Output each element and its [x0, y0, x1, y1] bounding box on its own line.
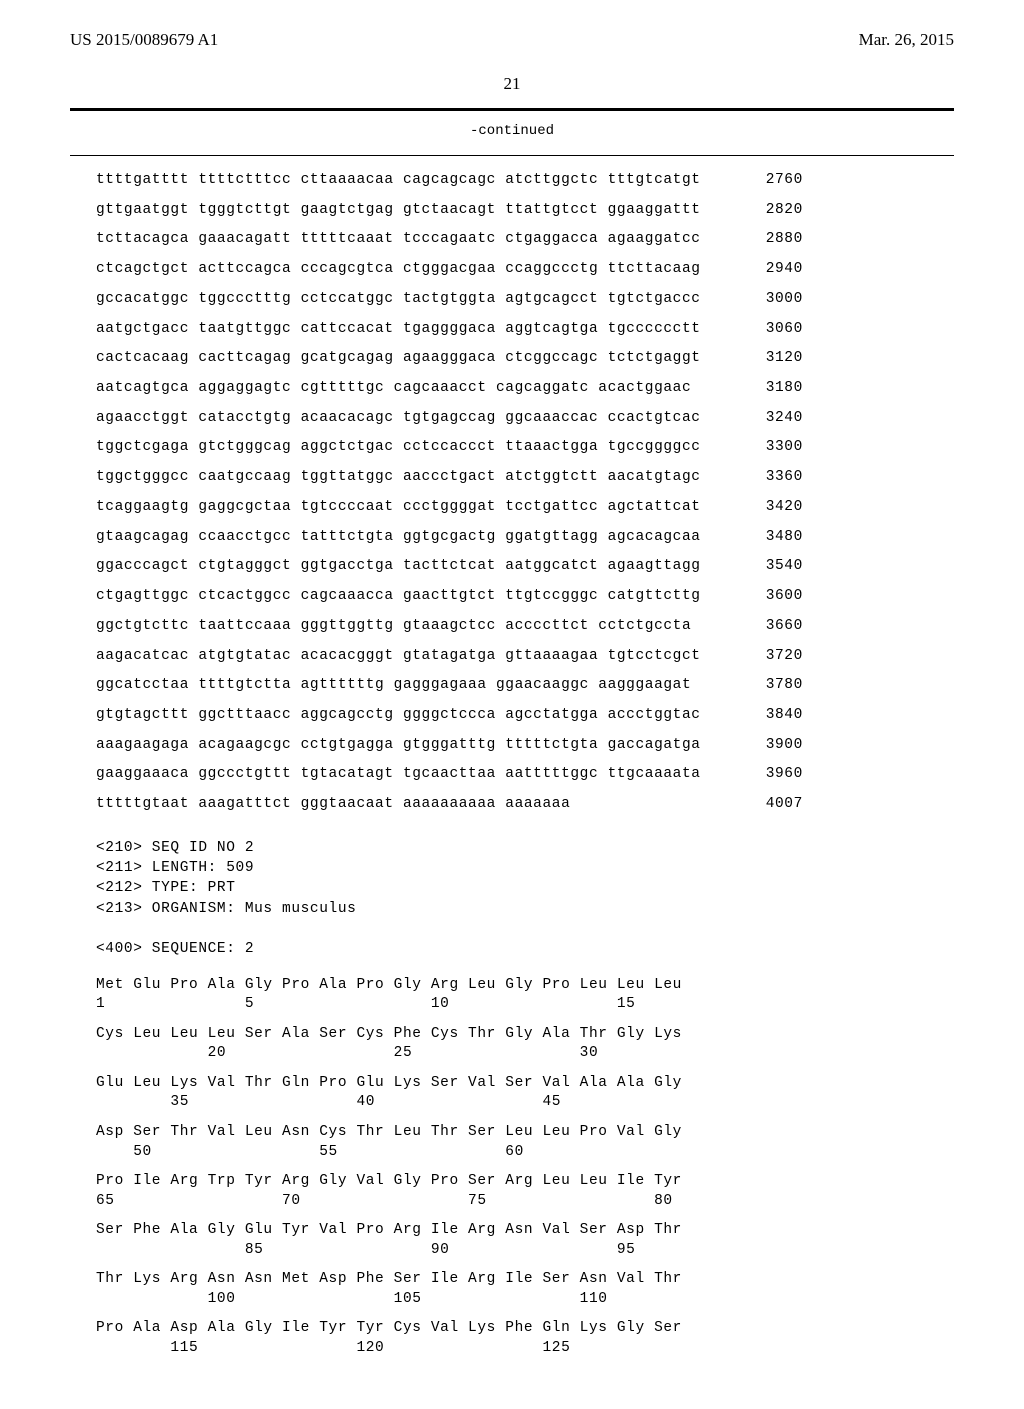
- protein-row: Ser Phe Ala Gly Glu Tyr Val Pro Arg Ile …: [96, 1221, 954, 1260]
- sequence-metadata: <210> SEQ ID NO 2 <211> LENGTH: 509 <212…: [96, 838, 954, 960]
- protein-row: Met Glu Pro Ala Gly Pro Ala Pro Gly Arg …: [96, 976, 954, 1015]
- protein-sequence-block: Met Glu Pro Ala Gly Pro Ala Pro Gly Arg …: [96, 976, 954, 1359]
- rule-top: [70, 108, 954, 111]
- protein-row: Pro Ala Asp Ala Gly Ile Tyr Tyr Cys Val …: [96, 1319, 954, 1358]
- dna-sequence-block: ttttgatttt ttttctttcc cttaaaacaa cagcagc…: [96, 166, 954, 820]
- protein-row: Asp Ser Thr Val Leu Asn Cys Thr Leu Thr …: [96, 1123, 954, 1162]
- protein-row: Cys Leu Leu Leu Ser Ala Ser Cys Phe Cys …: [96, 1025, 954, 1064]
- publication-date: Mar. 26, 2015: [859, 30, 954, 50]
- protein-row: Thr Lys Arg Asn Asn Met Asp Phe Ser Ile …: [96, 1270, 954, 1309]
- rule-under-continued: [70, 155, 954, 156]
- page-header: US 2015/0089679 A1 Mar. 26, 2015: [70, 30, 954, 50]
- page-container: US 2015/0089679 A1 Mar. 26, 2015 21 -con…: [0, 0, 1024, 1409]
- protein-row: Glu Leu Lys Val Thr Gln Pro Glu Lys Ser …: [96, 1074, 954, 1113]
- continued-label: -continued: [70, 123, 954, 139]
- page-number: 21: [70, 74, 954, 94]
- publication-number: US 2015/0089679 A1: [70, 30, 218, 50]
- protein-row: Pro Ile Arg Trp Tyr Arg Gly Val Gly Pro …: [96, 1172, 954, 1211]
